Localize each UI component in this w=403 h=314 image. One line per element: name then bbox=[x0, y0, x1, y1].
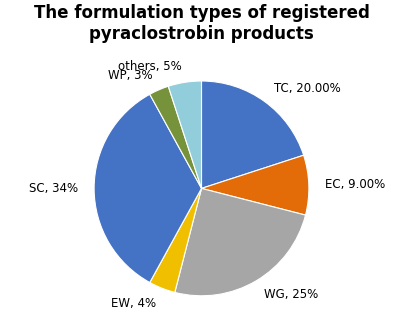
Wedge shape bbox=[94, 94, 202, 283]
Title: The formulation types of registered
pyraclostrobin products: The formulation types of registered pyra… bbox=[33, 4, 370, 43]
Text: WG, 25%: WG, 25% bbox=[264, 288, 319, 301]
Wedge shape bbox=[150, 188, 202, 292]
Text: EW, 4%: EW, 4% bbox=[111, 297, 156, 310]
Text: SC, 34%: SC, 34% bbox=[29, 182, 78, 195]
Wedge shape bbox=[175, 188, 305, 296]
Wedge shape bbox=[150, 86, 202, 188]
Wedge shape bbox=[202, 81, 303, 188]
Text: EC, 9.00%: EC, 9.00% bbox=[325, 178, 385, 191]
Wedge shape bbox=[168, 81, 202, 188]
Text: TC, 20.00%: TC, 20.00% bbox=[274, 82, 341, 95]
Text: others, 5%: others, 5% bbox=[118, 60, 182, 73]
Wedge shape bbox=[202, 155, 309, 215]
Text: WP, 3%: WP, 3% bbox=[108, 68, 152, 82]
